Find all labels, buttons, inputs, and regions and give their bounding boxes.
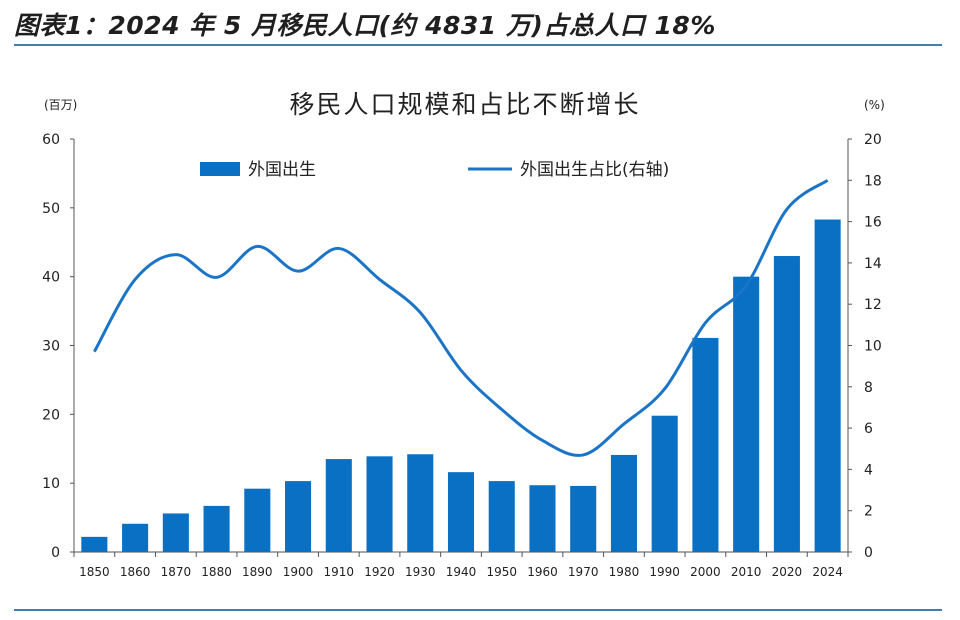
right-tick-label: 4 bbox=[864, 462, 873, 478]
bottom-divider bbox=[14, 609, 942, 611]
x-tick-label: 1960 bbox=[527, 565, 558, 579]
right-tick-label: 10 bbox=[864, 339, 882, 355]
bar bbox=[529, 485, 556, 552]
x-tick-label: 2024 bbox=[812, 565, 843, 579]
legend-line-label: 外国出生占比(右轴) bbox=[520, 160, 669, 180]
bar bbox=[447, 472, 475, 552]
right-tick-label: 16 bbox=[864, 215, 882, 231]
bars bbox=[81, 219, 841, 552]
right-tick-label: 14 bbox=[864, 256, 882, 272]
x-tick-label: 1880 bbox=[201, 565, 232, 579]
bar bbox=[814, 219, 841, 552]
left-tick-label: 60 bbox=[42, 132, 60, 148]
x-tick-label: 1920 bbox=[364, 565, 395, 579]
bar bbox=[122, 523, 149, 552]
x-tick-label: 2000 bbox=[690, 565, 721, 579]
bar bbox=[407, 454, 434, 552]
axes: 0 10 20 30 40 50 60 0 2 4 6 8 10 12 14 16 18 20 1850 1860 18… bbox=[42, 132, 882, 579]
chart-title: 移民人口规模和占比不断增长 bbox=[289, 90, 640, 119]
bar bbox=[81, 536, 108, 552]
right-tick-label: 12 bbox=[864, 297, 882, 313]
bar bbox=[203, 505, 230, 552]
right-axis-unit: (%) bbox=[864, 98, 885, 112]
bar bbox=[692, 337, 719, 552]
bar bbox=[651, 415, 678, 552]
bar bbox=[773, 256, 800, 552]
x-tick-label: 1870 bbox=[161, 565, 192, 579]
x-tick-label: 1950 bbox=[486, 565, 517, 579]
legend: 外国出生 外国出生占比(右轴) bbox=[200, 160, 669, 180]
x-tick-label: 1900 bbox=[283, 565, 314, 579]
left-tick-label: 10 bbox=[42, 476, 60, 492]
legend-bar-label: 外国出生 bbox=[248, 160, 316, 180]
x-tick-label: 1970 bbox=[568, 565, 599, 579]
x-tick-label: 1980 bbox=[609, 565, 640, 579]
bar bbox=[610, 454, 637, 552]
right-tick-label: 0 bbox=[864, 545, 873, 561]
x-tick-label: 1890 bbox=[242, 565, 273, 579]
x-tick-label: 2010 bbox=[731, 565, 762, 579]
x-tick-label: 2020 bbox=[772, 565, 803, 579]
x-tick-label: 1990 bbox=[649, 565, 680, 579]
x-tick-label: 1940 bbox=[446, 565, 477, 579]
left-axis-unit: (百万) bbox=[44, 98, 77, 112]
right-tick-label: 2 bbox=[864, 504, 873, 520]
bar bbox=[488, 481, 515, 552]
left-tick-label: 50 bbox=[42, 201, 60, 217]
x-tick-label: 1930 bbox=[405, 565, 436, 579]
bar bbox=[366, 456, 393, 552]
bar bbox=[244, 488, 271, 552]
left-tick-label: 0 bbox=[51, 545, 60, 561]
right-tick-label: 18 bbox=[864, 173, 882, 189]
top-divider bbox=[14, 44, 942, 46]
left-tick-label: 40 bbox=[42, 270, 60, 286]
bar bbox=[285, 481, 312, 552]
line-layer bbox=[93, 179, 829, 457]
legend-bar-swatch bbox=[200, 162, 240, 176]
figure-title: 图表1：2024 年 5 月移民人口(约 4831 万)占总人口 18% bbox=[14, 11, 716, 40]
bar bbox=[162, 513, 189, 552]
bar bbox=[570, 485, 597, 552]
left-tick-label: 30 bbox=[42, 339, 60, 355]
right-tick-label: 8 bbox=[864, 380, 873, 396]
bar bbox=[733, 276, 760, 552]
left-tick-label: 20 bbox=[42, 407, 60, 423]
right-tick-label: 20 bbox=[864, 132, 882, 148]
x-tick-label: 1860 bbox=[120, 565, 151, 579]
x-tick-label: 1910 bbox=[324, 565, 355, 579]
x-tick-label: 1850 bbox=[79, 565, 110, 579]
right-tick-label: 6 bbox=[864, 421, 873, 437]
bar bbox=[325, 459, 352, 552]
